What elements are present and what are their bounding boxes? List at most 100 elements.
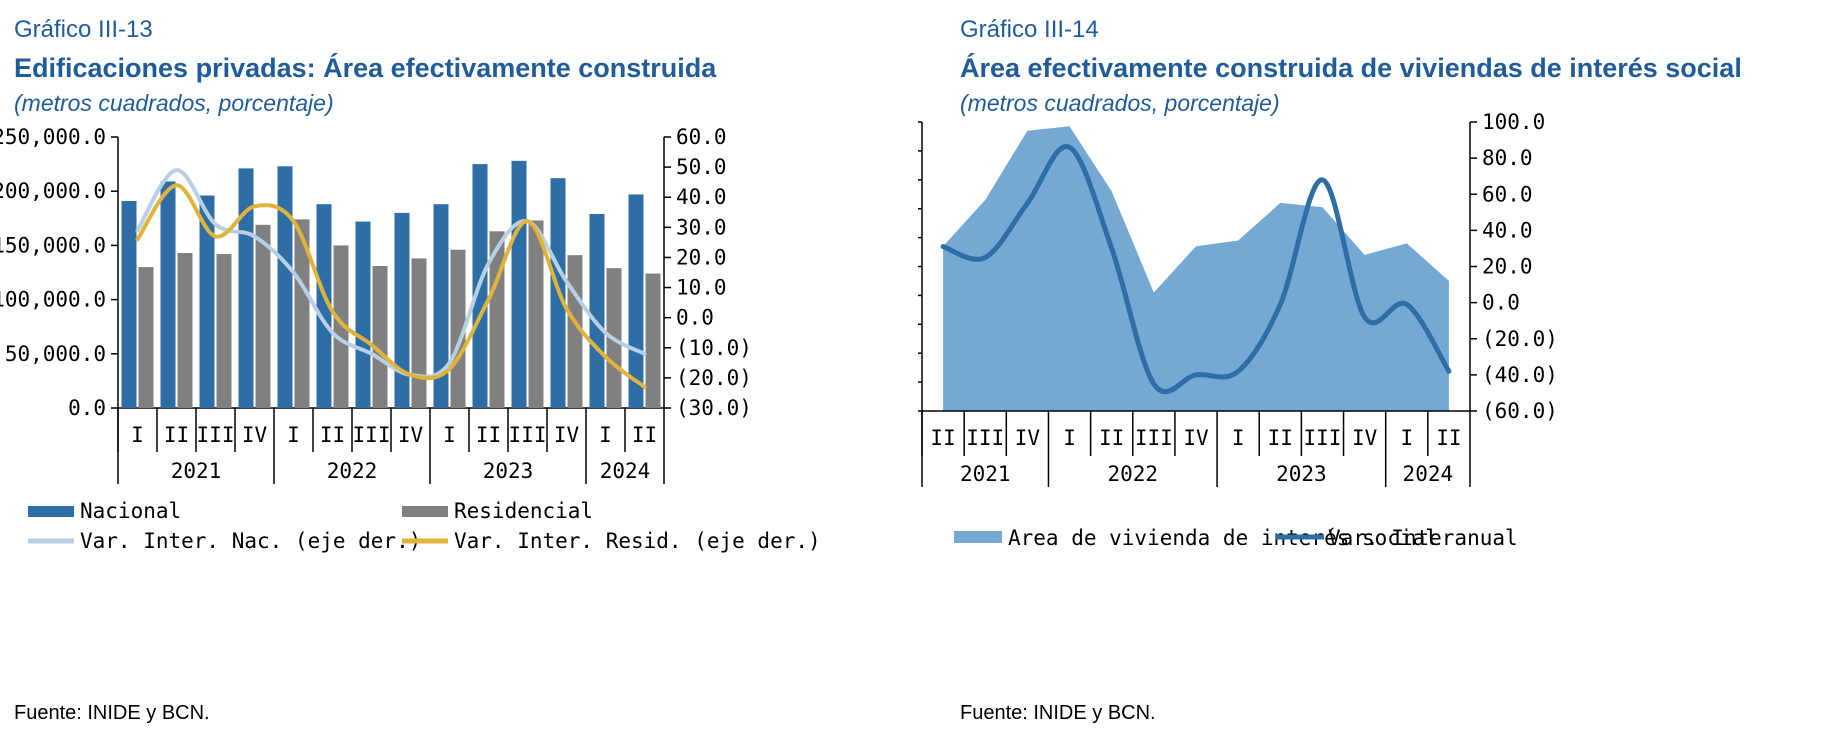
bar-nacional (160, 181, 176, 408)
right-tick-label: (40.0) (1482, 363, 1558, 387)
quarter-label: I (443, 423, 456, 447)
quarter-label: II (476, 423, 501, 447)
bar-residencial (333, 245, 349, 408)
year-label: 2022 (1107, 462, 1158, 486)
right-tick-label: (10.0) (676, 336, 752, 360)
quarter-label: II (930, 426, 955, 450)
quarter-label: I (599, 423, 612, 447)
bar-nacional (316, 204, 332, 408)
bar-residencial (138, 267, 154, 408)
quarter-label: IV (398, 423, 424, 447)
year-label: 2021 (171, 459, 222, 483)
quarter-label: III (1135, 426, 1173, 450)
bar-residencial (216, 254, 232, 408)
chart-panel-edificaciones: Gráfico III-13 Edificaciones privadas: Á… (0, 16, 821, 724)
chart-title: Área efectivamente construida de viviend… (960, 53, 1742, 83)
right-tick-label: 50.0 (676, 155, 727, 179)
chart-subtitle: (metros cuadrados, porcentaje) (960, 90, 1280, 116)
right-tick-label: 60.0 (676, 125, 727, 149)
legend-label-var-resid: Var. Inter. Resid. (eje der.) (454, 529, 821, 553)
bar-residencial (450, 249, 466, 408)
legend-label-residencial: Residencial (454, 499, 593, 523)
year-label: 2024 (1403, 462, 1454, 486)
quarter-label: IV (554, 423, 580, 447)
right-tick-label: 60.0 (1482, 182, 1533, 206)
legend-label-nacional: Nacional (80, 499, 181, 523)
bar-nacional (511, 160, 527, 408)
chart-subtitle: (metros cuadrados, porcentaje) (14, 90, 334, 116)
quarter-label: II (1099, 426, 1124, 450)
year-label: 2022 (327, 459, 378, 483)
left-tick-label: 100,000.0 (0, 288, 106, 312)
right-tick-label: 100.0 (1482, 110, 1545, 134)
legend-swatch-nacional (28, 506, 74, 517)
bar-nacional (433, 204, 449, 408)
bar-residencial (372, 265, 388, 408)
year-label: 2024 (600, 459, 651, 483)
legend-swatch-residencial (402, 506, 448, 517)
quarter-label: II (1268, 426, 1293, 450)
quarter-label: III (1303, 426, 1341, 450)
quarter-label: IV (1352, 426, 1378, 450)
left-tick-label: 200,000.0 (0, 179, 106, 203)
year-label: 2023 (1276, 462, 1327, 486)
quarter-label: II (164, 423, 189, 447)
bar-nacional (199, 195, 215, 408)
bar-residencial (294, 219, 310, 408)
legend-label-area: Area de vivienda de interés social (1008, 526, 1438, 550)
figure-number: Gráfico III-14 (960, 16, 1099, 43)
bar-residencial (528, 220, 544, 408)
figure-number: Gráfico III-13 (14, 16, 153, 43)
source-note: Fuente: INIDE y BCN. (14, 702, 210, 724)
bar-nacional (589, 213, 605, 408)
quarter-label: I (287, 423, 300, 447)
bar-nacional (628, 194, 644, 408)
quarter-label: I (1063, 426, 1076, 450)
quarter-label: I (1400, 426, 1413, 450)
right-tick-label: 20.0 (676, 245, 727, 269)
source-note: Fuente: INIDE y BCN. (960, 702, 1156, 724)
right-tick-label: 0.0 (676, 306, 714, 330)
chart-panel-vivienda-social: Gráfico III-14 Área efectivamente constr… (918, 0, 1836, 745)
right-tick-label: (20.0) (676, 366, 752, 390)
area-vivienda-social (943, 126, 1449, 412)
line-var-interanual (940, 144, 1452, 395)
legend-swatch-area (954, 531, 1002, 543)
chart-edificaciones-svg: 0.0 50,000.0 100,000.0 150,000.0 200,000.0 25… (0, 125, 821, 553)
right-tick-label: 10.0 (676, 276, 727, 300)
bar-residencial (645, 273, 661, 408)
right-tick-label: (30.0) (676, 396, 752, 420)
legend-label-var-interanual: Var. Interanual (1328, 526, 1518, 550)
chart-title: Edificaciones privadas: Área efectivamen… (14, 53, 717, 83)
legend-label-var-nac: Var. Inter. Nac. (eje der.) (80, 529, 421, 553)
bar-residencial (255, 224, 271, 408)
quarter-label: II (1436, 426, 1461, 450)
bar-nacional (355, 221, 371, 408)
bar-residencial (567, 255, 583, 408)
right-tick-label: 40.0 (1482, 218, 1533, 242)
quarter-label: III (509, 423, 547, 447)
left-tick-label: 0.0 (68, 396, 106, 420)
bar-nacional (277, 166, 293, 408)
bar-nacional (394, 212, 410, 408)
quarter-label: IV (1183, 426, 1209, 450)
quarter-label: III (966, 426, 1004, 450)
year-label: 2023 (483, 459, 534, 483)
left-tick-label: 50,000.0 (5, 342, 106, 366)
chart-vivienda-social-svg: 0.010,000.020,000.030,000.040,000.050,00… (918, 110, 1558, 550)
quarter-label: III (197, 423, 235, 447)
bar-residencial (177, 252, 193, 408)
quarter-label: II (632, 423, 657, 447)
right-tick-label: 80.0 (1482, 146, 1533, 170)
bar-nacional (121, 200, 137, 408)
bar-residencial (411, 258, 427, 408)
right-tick-label: (20.0) (1482, 327, 1558, 351)
quarter-label: I (1232, 426, 1245, 450)
year-label: 2021 (960, 462, 1011, 486)
bar-nacional (238, 168, 254, 408)
quarter-label: IV (1015, 426, 1041, 450)
left-tick-label: 250,000.0 (0, 125, 106, 149)
right-tick-label: 0.0 (1482, 291, 1520, 315)
right-tick-label: 40.0 (676, 185, 727, 209)
left-tick-label: 150,000.0 (0, 233, 106, 257)
